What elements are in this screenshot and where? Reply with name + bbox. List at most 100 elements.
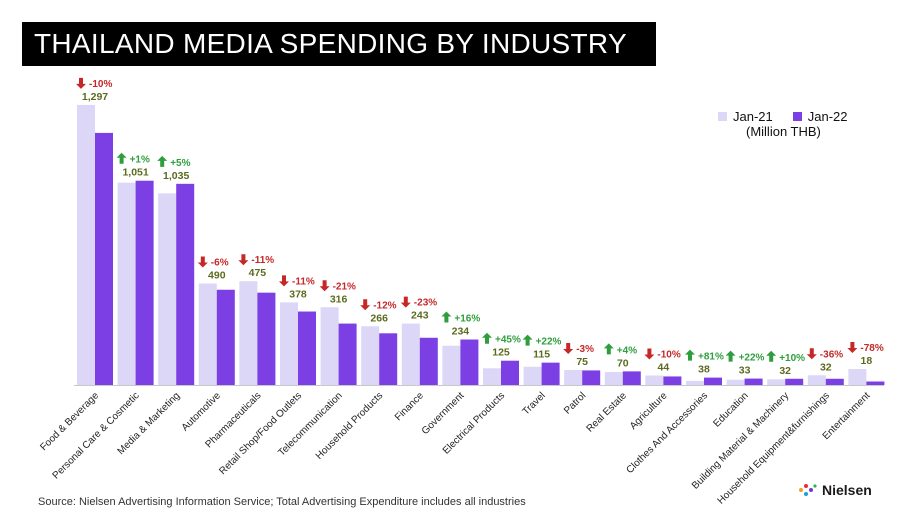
- arrow-down-icon: [197, 256, 208, 268]
- arrow-up-icon: [766, 350, 777, 362]
- x-tick-label: Clothes And Accessories: [625, 390, 711, 476]
- change-label: -11%: [251, 255, 274, 266]
- bar-jan21: [198, 283, 217, 385]
- data-label: 18: [861, 355, 873, 367]
- bar-jan21: [442, 345, 461, 385]
- change-label: -10%: [657, 349, 680, 360]
- bar-jan21: [848, 369, 867, 385]
- legend-item-jan22: Jan-22: [792, 108, 848, 124]
- bar-jan22: [338, 323, 357, 385]
- change-label: -12%: [373, 300, 396, 311]
- data-label: 378: [289, 288, 307, 300]
- data-label: 33: [739, 365, 751, 377]
- data-label: 32: [820, 361, 832, 373]
- bar-jan21: [645, 375, 664, 385]
- bar-jan22: [541, 362, 560, 385]
- legend-unit: (Million THB): [746, 124, 821, 139]
- arrow-down-icon: [563, 343, 574, 355]
- bar-jan21: [280, 302, 298, 385]
- x-tick-label: Patrol: [562, 390, 588, 416]
- arrow-down-icon: [279, 275, 289, 287]
- legend-swatch-jan21: [718, 111, 727, 121]
- change-label: -3%: [576, 344, 594, 355]
- bar-jan22: [460, 339, 479, 385]
- legend-swatch-jan22: [792, 111, 802, 121]
- x-tick-label: Education: [711, 390, 750, 429]
- change-label: +22%: [739, 353, 765, 364]
- bar-jan21: [320, 307, 339, 385]
- change-label: -21%: [333, 281, 356, 292]
- bar-jan22: [785, 378, 804, 385]
- x-tick-label: Real Estate: [585, 390, 630, 435]
- bar-jan22: [501, 360, 519, 385]
- bar-jan22: [582, 370, 601, 385]
- bar-jan22: [419, 337, 438, 385]
- arrow-up-icon: [522, 334, 533, 346]
- arrow-down-icon: [644, 348, 655, 360]
- x-tick-label: Finance: [393, 390, 426, 423]
- data-label: 70: [617, 357, 629, 369]
- bar-jan22: [257, 292, 276, 385]
- change-label: +10%: [779, 353, 805, 364]
- arrow-up-icon: [441, 311, 452, 323]
- bar-jan21: [239, 281, 258, 385]
- bar-jan21: [117, 182, 136, 385]
- arrow-down-icon: [76, 77, 86, 89]
- bar-jan22: [298, 311, 316, 385]
- arrow-up-icon: [482, 332, 492, 344]
- change-label: -23%: [414, 298, 437, 309]
- bar-jan21: [726, 379, 745, 385]
- data-label: 75: [576, 356, 588, 368]
- arrow-up-icon: [725, 350, 736, 362]
- x-tick-label: Household Products: [314, 390, 385, 461]
- x-tick-label: Automotive: [180, 390, 223, 433]
- bar-jan21: [401, 323, 420, 385]
- change-label: -78%: [860, 343, 883, 354]
- data-label: 1,035: [163, 170, 189, 182]
- arrow-down-icon: [319, 280, 330, 292]
- change-label: -6%: [211, 258, 229, 269]
- legend-label-jan21: Jan-21: [733, 108, 773, 124]
- change-label: -11%: [292, 276, 315, 287]
- legend-label-jan22: Jan-22: [807, 108, 848, 124]
- data-label: 115: [533, 349, 550, 361]
- chart-legend: Jan-21 Jan-22 (Million THB): [718, 108, 868, 140]
- bar-jan22: [216, 289, 235, 385]
- arrow-down-icon: [238, 254, 249, 266]
- x-tick-label: Agriculture: [628, 390, 670, 432]
- brand-logo: Nielsen: [798, 482, 872, 498]
- legend-item-jan21: Jan-21: [718, 109, 773, 124]
- bar-jan21: [604, 371, 623, 385]
- arrow-down-icon: [806, 348, 817, 360]
- arrow-up-icon: [603, 343, 614, 355]
- data-label: 316: [330, 293, 348, 305]
- arrow-up-icon: [685, 349, 695, 361]
- change-label: -36%: [820, 349, 843, 360]
- page-title: THAILAND MEDIA SPENDING BY INDUSTRY: [22, 22, 656, 66]
- data-label: 1,297: [82, 91, 108, 103]
- nielsen-logo-icon: [799, 484, 817, 496]
- arrow-down-icon: [400, 296, 411, 308]
- arrow-up-icon: [157, 155, 168, 167]
- bar-jan21: [807, 375, 826, 385]
- data-label: 1,051: [122, 167, 148, 179]
- change-label: +16%: [454, 314, 480, 325]
- bar-jan21: [767, 379, 786, 385]
- bar-jan22: [135, 180, 154, 385]
- change-label: +22%: [536, 337, 562, 348]
- bar-jan21: [523, 366, 542, 385]
- data-label: 490: [208, 270, 226, 282]
- data-label: 234: [452, 326, 470, 338]
- bar-jan21: [483, 368, 501, 385]
- data-label: 266: [370, 312, 388, 324]
- bar-jan21: [564, 370, 583, 385]
- data-label: 44: [658, 361, 670, 373]
- change-label: +5%: [170, 158, 190, 169]
- change-label: +81%: [698, 352, 724, 363]
- x-tick-label: Retail Shop/Food Outlets: [217, 390, 304, 477]
- data-label: 475: [249, 267, 267, 279]
- bar-jan22: [744, 378, 763, 385]
- change-label: -10%: [89, 79, 112, 90]
- arrow-down-icon: [360, 299, 371, 311]
